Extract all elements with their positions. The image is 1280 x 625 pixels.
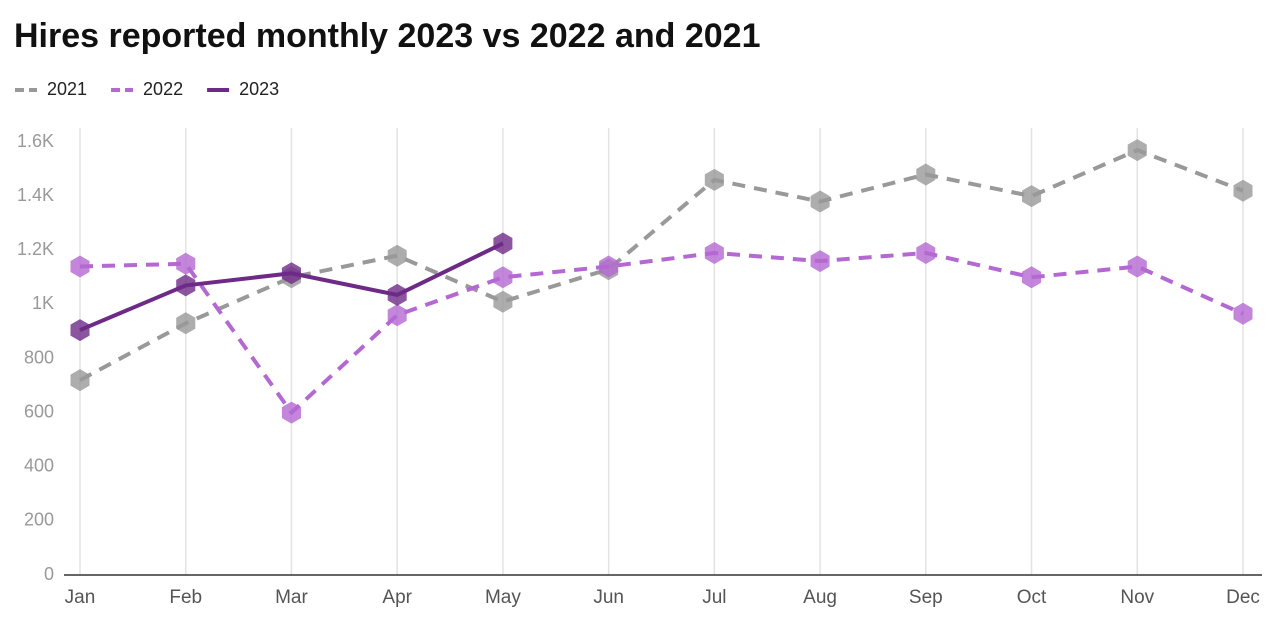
marker <box>70 319 90 342</box>
legend-label: 2023 <box>239 79 279 99</box>
y-tick-label: 1K <box>32 293 54 313</box>
y-tick-label: 0 <box>44 564 54 584</box>
x-tick-label: Oct <box>1017 587 1047 608</box>
marker <box>810 250 830 273</box>
line <box>79 148 1244 382</box>
marker <box>599 255 619 278</box>
marker <box>1022 266 1042 289</box>
x-tick-label: Jan <box>65 587 96 608</box>
y-tick-label: 1.6K <box>17 131 54 151</box>
y-tick-label: 600 <box>24 401 54 421</box>
marker <box>176 274 196 297</box>
marker <box>1233 179 1253 202</box>
legend-label: 2021 <box>47 79 87 99</box>
x-tick-label: Apr <box>382 587 412 608</box>
marker <box>810 190 830 213</box>
marker <box>176 252 196 275</box>
marker <box>387 304 407 327</box>
y-tick-label: 1.2K <box>17 239 54 259</box>
marker <box>1233 302 1253 325</box>
marker <box>176 312 196 335</box>
marker <box>387 244 407 267</box>
marker <box>704 242 724 264</box>
x-tick-label: Aug <box>803 587 837 608</box>
marker <box>70 369 90 392</box>
x-tick-label: Feb <box>169 587 202 608</box>
x-tick-label: May <box>485 587 521 608</box>
x-tick-label: Dec <box>1226 587 1260 608</box>
x-tick-label: Sep <box>909 587 943 608</box>
marker <box>1127 255 1147 278</box>
y-tick-label: 400 <box>24 456 54 476</box>
marker <box>70 255 90 278</box>
marker <box>493 266 513 289</box>
marker <box>1127 139 1147 162</box>
marker <box>916 242 936 264</box>
marker <box>281 262 301 285</box>
marker <box>916 163 936 186</box>
y-tick-label: 800 <box>24 347 54 367</box>
series <box>70 242 1253 424</box>
x-tick-label: Nov <box>1120 587 1154 608</box>
chart-title: Hires reported monthly 2023 vs 2022 and … <box>14 17 760 55</box>
marker <box>387 283 407 306</box>
marker <box>493 290 513 313</box>
legend-label: 2022 <box>143 79 183 99</box>
x-tick-label: Jul <box>702 587 726 608</box>
series <box>70 139 1253 392</box>
marker <box>1022 185 1042 208</box>
y-tick-label: 1.4K <box>17 185 54 205</box>
marker <box>281 401 301 424</box>
y-tick-label: 200 <box>24 510 54 530</box>
marker <box>704 168 724 191</box>
x-tick-label: Mar <box>275 587 308 608</box>
series <box>70 232 513 342</box>
marker <box>493 232 513 255</box>
x-tick-label: Jun <box>593 587 624 608</box>
